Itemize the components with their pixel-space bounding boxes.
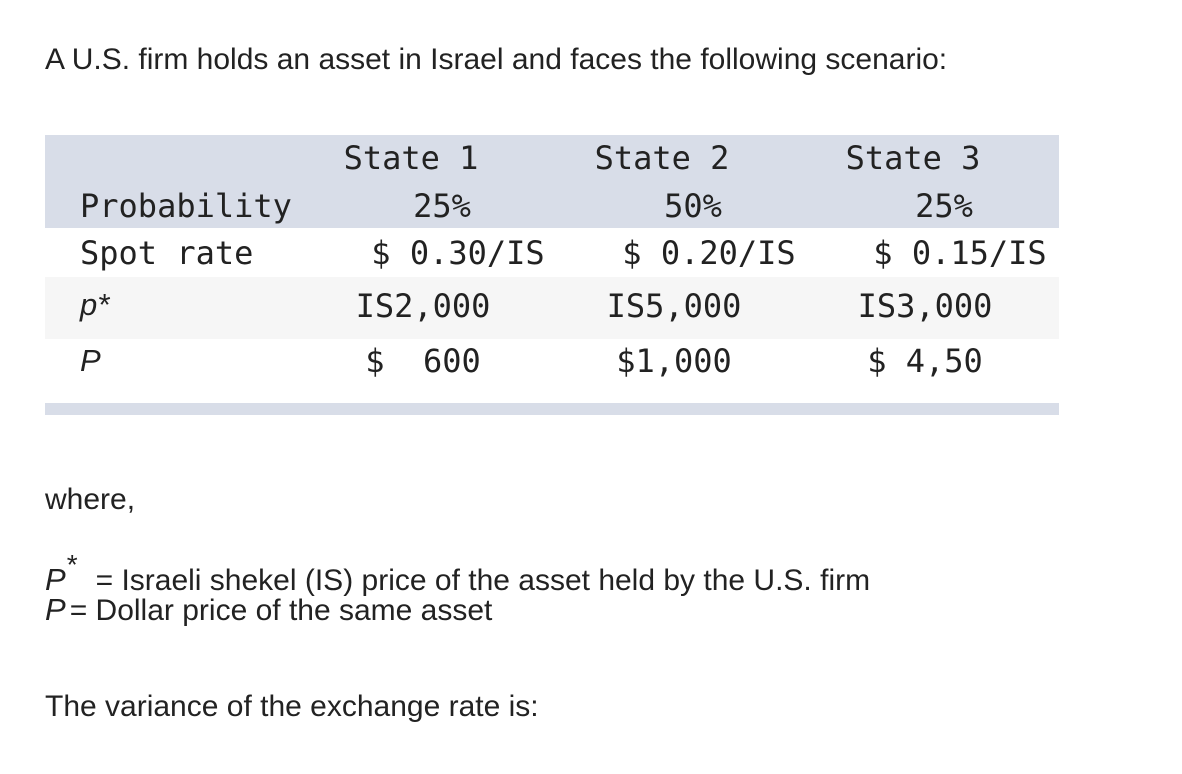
p-state-1: $ 600 — [365, 342, 481, 380]
table-header-band — [45, 135, 1059, 228]
question-text: The variance of the exchange rate is: — [45, 690, 539, 723]
probability-state-3: 25% — [915, 187, 973, 225]
p-star-state-1: IS2,000 — [355, 287, 491, 325]
probability-state-1: 25% — [413, 187, 471, 225]
where-label: where, — [45, 483, 136, 516]
spot-rate-state-1: $ 0.30/IS — [371, 234, 545, 272]
p-star-state-2: IS5,000 — [606, 287, 742, 325]
table-bottom-rule — [45, 403, 1059, 415]
intro-text: A U.S. firm holds an asset in Israel and… — [45, 43, 948, 76]
p-state-3: $ 4,50 — [867, 342, 983, 380]
spot-rate-label: Spot rate — [80, 234, 254, 272]
p-definition: P = Dollar price of the same asset — [45, 590, 492, 631]
p-star-state-3: IS3,000 — [857, 287, 993, 325]
p-star-symbol: P — [45, 562, 66, 597]
probability-state-2: 50% — [664, 187, 722, 225]
p-star-definition-text: = Israeli shekel (IS) price of the asset… — [95, 564, 871, 597]
spot-rate-state-3: $ 0.15/IS — [873, 234, 1047, 272]
spot-rate-state-2: $ 0.20/IS — [622, 234, 796, 272]
p-star-superscript: * — [66, 549, 78, 580]
probability-label: Probability — [80, 187, 292, 225]
p-definition-text: = Dollar price of the same asset — [69, 594, 493, 627]
table-row-band — [45, 277, 1059, 339]
p-star-label: p* — [80, 287, 110, 322]
p-label: P — [80, 343, 101, 378]
p-state-2: $1,000 — [616, 342, 732, 380]
state-1-header: State 1 — [343, 139, 479, 177]
state-3-header: State 3 — [845, 139, 981, 177]
state-2-header: State 2 — [594, 139, 730, 177]
p-star-definition: P* = Israeli shekel (IS) price of the ass… — [45, 545, 870, 601]
p-symbol: P — [45, 592, 66, 627]
